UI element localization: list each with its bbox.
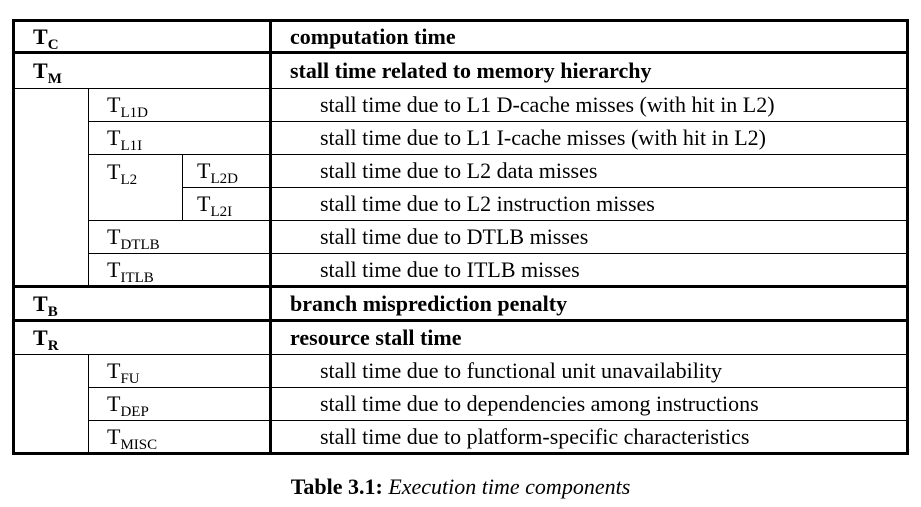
table-row: TL2I stall time due to L2 instruction mi… xyxy=(14,187,908,221)
symbol-cell: TL1I xyxy=(88,121,272,155)
description-cell: resource stall time xyxy=(270,319,908,355)
table-row: TMISC stall time due to platform-specifi… xyxy=(14,420,908,454)
description-cell: computation time xyxy=(290,23,456,49)
description-cell: stall time due to L2 instruction misses xyxy=(270,187,908,221)
symbol-cell: TR xyxy=(13,319,272,355)
symbol-cell: TITLB xyxy=(88,253,272,287)
symbol-cell: TB xyxy=(13,285,272,321)
table-row: TL1I stall time due to L1 I-cache misses… xyxy=(14,121,908,155)
description-cell: stall time due to functional unit unavai… xyxy=(270,354,908,388)
table-row: TDTLB stall time due to DTLB misses xyxy=(14,220,908,254)
symbol-cell: TL2D xyxy=(182,154,272,188)
caption-label: Table 3.1: xyxy=(290,474,383,499)
table-caption: Table 3.1: Execution time components xyxy=(0,474,921,500)
description-cell: branch misprediction penalty xyxy=(270,285,908,321)
description-cell: stall time due to DTLB misses xyxy=(270,220,908,254)
table-row: TFU stall time due to functional unit un… xyxy=(13,354,908,454)
description-cell: stall time due to dependencies among ins… xyxy=(270,387,908,421)
indent-cell xyxy=(13,354,89,454)
symbol-cell: TL2I xyxy=(182,187,272,221)
indent-cell xyxy=(13,88,89,287)
symbol-cell: TL2 xyxy=(88,154,183,221)
description-cell: stall time due to L1 D-cache misses (wit… xyxy=(270,88,908,122)
description-cell: stall time due to L1 I-cache misses (wit… xyxy=(270,121,908,155)
table-row: TL1D stall time due to L1 D-cache misses… xyxy=(13,88,908,287)
table-row: TL2 TL2D stall time due to L2 data misse… xyxy=(14,154,908,221)
table-row: TR resource stall time xyxy=(13,319,908,355)
table-row: TITLB stall time due to ITLB misses xyxy=(14,253,908,287)
symbol-cell: TFU xyxy=(88,354,272,388)
execution-time-table: TC computation time TM stall time relate… xyxy=(12,19,909,455)
description-cell: stall time due to platform-specific char… xyxy=(270,420,908,454)
table-row: TDEP stall time due to dependencies amon… xyxy=(14,387,908,421)
symbol-cell: TL1D xyxy=(88,88,272,122)
caption-text: Execution time components xyxy=(388,474,631,499)
table-row: TM stall time related to memory hierarch… xyxy=(13,51,908,89)
symbol-cell: TM xyxy=(13,51,272,89)
description-cell: stall time due to L2 data misses xyxy=(270,154,908,188)
symbol-cell: TC xyxy=(13,20,272,53)
table-row: TC computation time xyxy=(13,20,908,53)
description-cell: stall time due to ITLB misses xyxy=(270,253,908,287)
table-row: TB branch misprediction penalty xyxy=(13,285,908,321)
symbol-cell: TDTLB xyxy=(88,220,272,254)
symbol-cell: TDEP xyxy=(88,387,272,421)
description-cell: stall time related to memory hierarchy xyxy=(270,51,908,89)
symbol-cell: TMISC xyxy=(88,420,272,454)
